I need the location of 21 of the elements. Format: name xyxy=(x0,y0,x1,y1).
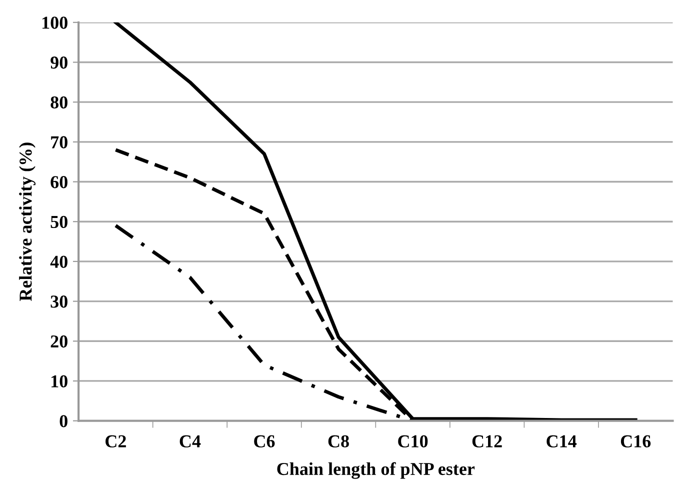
x-tick-label: C14 xyxy=(546,435,577,448)
y-tick-label: 40 xyxy=(50,256,68,268)
y-tick-label: 0 xyxy=(60,415,68,428)
x-axis-title: Chain length of pNP ester xyxy=(277,462,475,479)
x-tick-label: C12 xyxy=(472,435,502,448)
y-tick-label: 70 xyxy=(51,136,68,148)
y-tick-label: 100 xyxy=(42,16,68,29)
y-axis-title: Relative activity (%) xyxy=(19,142,36,302)
y-tick-label: 30 xyxy=(50,296,68,308)
y-tick-label: 20 xyxy=(50,335,68,348)
y-tick-label: 10 xyxy=(52,375,68,388)
x-tick-label: C8 xyxy=(328,435,349,448)
x-tick-label: C2 xyxy=(106,435,126,448)
x-tick-label: C4 xyxy=(180,435,201,448)
y-tick-label: 50 xyxy=(50,216,68,228)
x-tick-label: C16 xyxy=(620,435,651,448)
y-tick-label: 80 xyxy=(50,96,68,109)
y-tick-label: 90 xyxy=(50,56,68,69)
y-tick-label: 60 xyxy=(50,176,68,188)
x-tick-label: C10 xyxy=(398,435,428,448)
x-tick-label: C6 xyxy=(254,435,275,448)
